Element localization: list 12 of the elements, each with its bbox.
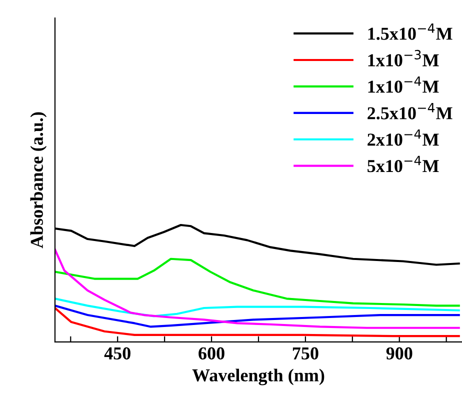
legend-label: 1x10$^{−3}$M — [368, 50, 439, 66]
x-tick-label: 750 — [292, 347, 318, 360]
x-tick-label: 900 — [386, 347, 412, 360]
x-axis-title: Wavelength (nm) — [192, 368, 324, 386]
x-tick-label: 600 — [198, 347, 224, 360]
legend-label: 2x10$^{−4}$M — [368, 129, 439, 146]
y-axis-title: Absorbance (a.u.) — [30, 112, 47, 248]
legend-label: 2.5x10$^{−4}$M — [368, 103, 452, 120]
legend-label: 1.5x10$^{−4}$M — [368, 24, 452, 40]
legend-label: 1x10$^{−4}$M — [368, 76, 439, 93]
x-tick-label: 450 — [104, 347, 130, 360]
legend-label: 5x10$^{−4}$M — [368, 156, 439, 172]
